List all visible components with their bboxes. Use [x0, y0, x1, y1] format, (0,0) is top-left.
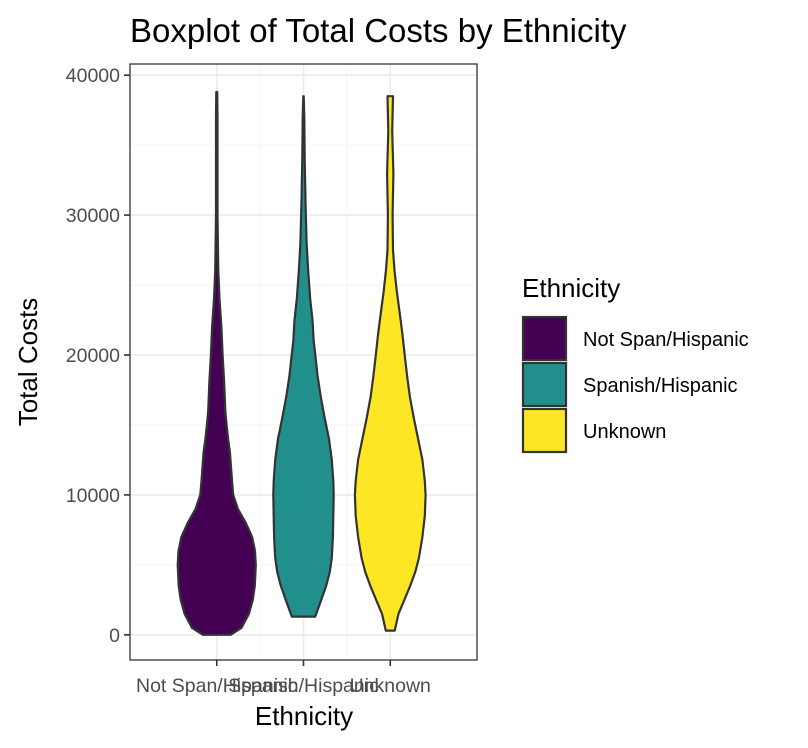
y-axis-title: Total Costs	[13, 298, 43, 427]
violin-spanish-hispanic	[272, 95, 335, 618]
legend-title: Ethnicity	[522, 273, 620, 303]
y-axis: 0 10000 20000 30000 40000	[66, 65, 130, 647]
x-axis-title: Ethnicity	[255, 701, 353, 731]
y-tick-label: 30000	[66, 205, 120, 227]
legend-label: Unknown	[583, 421, 666, 443]
x-tick-label: Spanish/Hispanic	[228, 675, 379, 697]
legend-swatch	[521, 407, 568, 454]
violins	[176, 90, 427, 636]
chart-title: Boxplot of Total Costs by Ethnicity	[130, 12, 627, 49]
x-tick-label: Not Span/Hispanic	[136, 675, 298, 697]
violin-not-span-hispanic	[176, 90, 257, 636]
y-tick-label: 40000	[66, 65, 120, 87]
x-tick-label: Unknown	[350, 675, 431, 697]
legend-label: Not Span/Hispanic	[583, 329, 749, 351]
y-tick-label: 10000	[66, 485, 120, 507]
legend: Ethnicity Not Span/Hispanic Spanish/Hispa…	[521, 273, 749, 454]
legend-swatch	[521, 315, 568, 362]
y-tick-label: 0	[109, 625, 120, 647]
violin-unknown	[353, 95, 427, 632]
legend-swatch	[521, 361, 568, 408]
legend-label: Spanish/Hispanic	[583, 375, 738, 397]
y-tick-label: 20000	[66, 345, 120, 367]
